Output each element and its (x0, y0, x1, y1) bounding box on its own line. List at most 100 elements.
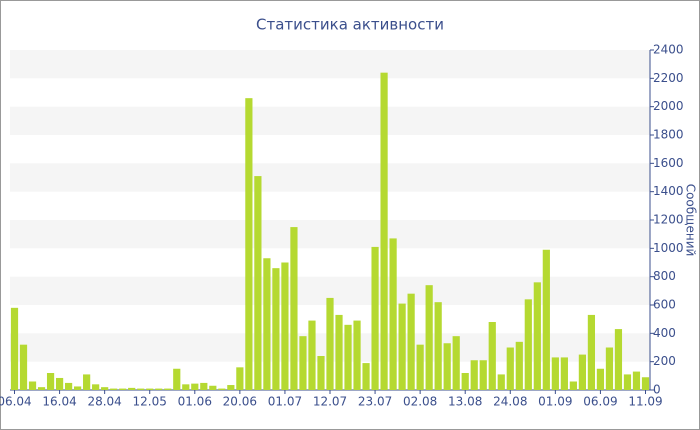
x-tick-label: 11.09 (628, 395, 662, 409)
bar (533, 282, 541, 390)
bar (371, 246, 379, 390)
bar (128, 387, 136, 390)
bar (83, 374, 91, 390)
bar (74, 386, 82, 390)
bar (596, 368, 605, 390)
bar (308, 320, 316, 390)
bar (578, 354, 586, 390)
bar (101, 387, 109, 390)
y-tick-label: 400 (653, 326, 676, 340)
y-tick-label: 600 (653, 298, 676, 312)
bar (290, 227, 298, 390)
bar (416, 344, 424, 390)
bar (479, 360, 487, 390)
bar (353, 320, 361, 390)
x-tick-label: 16.04 (42, 395, 76, 409)
bar (191, 383, 199, 390)
y-tick-label: 1800 (653, 128, 684, 142)
y-tick-label: 2200 (653, 71, 684, 85)
y-tick-label: 2000 (653, 99, 684, 113)
bar (443, 343, 451, 390)
x-tick-label: 01.06 (178, 395, 212, 409)
bar (506, 347, 514, 390)
bar (263, 258, 271, 390)
grid-band (10, 163, 650, 192)
bar (335, 314, 343, 390)
bar (569, 381, 577, 390)
y-tick-label: 1600 (653, 156, 684, 170)
x-tick-label: 23.07 (358, 395, 392, 409)
x-tick-label: 06.09 (583, 395, 617, 409)
bar (200, 382, 208, 390)
bar (470, 360, 478, 390)
bar (64, 382, 73, 390)
bar (614, 329, 623, 390)
bar (182, 384, 190, 390)
x-tick-label: 28.04 (87, 395, 121, 409)
y-tick-label: 1000 (653, 241, 684, 255)
bar (326, 297, 334, 390)
bar (218, 388, 226, 390)
x-tick-label: 20.06 (223, 395, 257, 409)
bar (623, 374, 632, 390)
bar (245, 98, 253, 391)
y-tick-label: 2400 (653, 43, 684, 57)
bar (92, 384, 100, 390)
bar (632, 371, 641, 390)
x-tick-label: 12.07 (313, 395, 347, 409)
x-tick-label: 13.08 (448, 395, 482, 409)
bar (380, 72, 388, 391)
bar (389, 238, 397, 390)
chart-title: Статистика активности (256, 16, 444, 34)
bar (398, 303, 406, 390)
grid-band (10, 220, 650, 249)
bar (587, 314, 596, 390)
bar (272, 268, 280, 390)
bar (299, 336, 307, 390)
bar (551, 357, 559, 390)
bar (425, 285, 433, 390)
bar (641, 377, 650, 390)
bar (488, 322, 496, 390)
bar (452, 336, 460, 390)
x-tick-label: 06.04 (0, 395, 32, 409)
x-tick-label: 02.08 (403, 395, 437, 409)
bar (209, 385, 217, 390)
bar (155, 388, 163, 390)
bar (434, 302, 442, 390)
bar (164, 388, 172, 390)
bar (605, 347, 614, 390)
grid-band (10, 50, 650, 79)
x-tick-label: 01.09 (538, 395, 572, 409)
bar (46, 373, 55, 390)
bar (10, 307, 19, 390)
y-axis-label: Сообщений (684, 184, 698, 257)
bar (119, 388, 127, 390)
bar (317, 356, 325, 390)
bar (461, 373, 469, 390)
x-tick-label: 12.05 (133, 395, 167, 409)
bar (344, 324, 352, 390)
bar (515, 341, 523, 390)
grid-band (10, 106, 650, 135)
y-tick-label: 1400 (653, 184, 684, 198)
x-tick-label: 24.08 (493, 395, 527, 409)
bar (110, 388, 118, 390)
y-tick-label: 200 (653, 354, 676, 368)
bar (560, 357, 568, 390)
bar (542, 249, 550, 390)
y-tick-label: 1200 (653, 213, 684, 227)
bar (146, 388, 154, 390)
bar (236, 367, 244, 390)
bar (37, 387, 46, 390)
bar (19, 344, 28, 390)
bar (28, 381, 37, 390)
bar (362, 363, 370, 390)
y-tick-label: 800 (653, 269, 676, 283)
bar (55, 377, 64, 390)
bar (227, 385, 235, 390)
bar (281, 262, 289, 390)
bar (137, 388, 145, 390)
x-tick-label: 01.07 (268, 395, 302, 409)
